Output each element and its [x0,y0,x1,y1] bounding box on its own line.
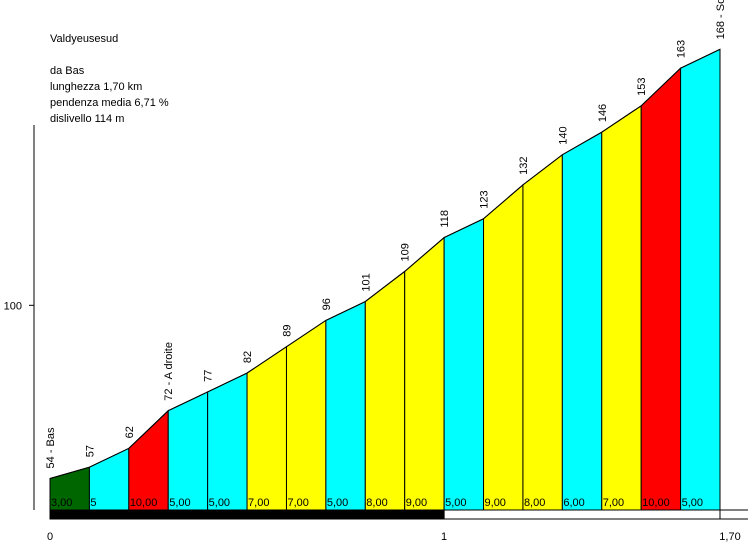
elevation-label: 57 [84,445,96,457]
elevation-label: 82 [242,351,254,363]
km-bar-black [49,509,445,520]
x-tick-label: 1,70 [719,531,740,543]
segment-gradient-label: 9,00 [485,497,506,509]
segment-gradient-label: 7,00 [603,497,624,509]
profile-segment [680,48,721,511]
profile-segment [404,236,445,511]
segment-gradient-label: 5,00 [169,497,190,509]
elevation-label: 54 - Bas [45,427,57,468]
segment-gradient-label: 5 [90,497,96,509]
x-tick-label: 1 [441,531,447,543]
elevation-label: 140 [557,126,569,144]
km-bar-white [443,509,721,520]
climb-avg-gradient: pendenza media 6,71 % [50,97,169,109]
segment-gradient-label: 5,00 [327,497,348,509]
x-tick-label: 0 [47,531,53,543]
segment-gradient-label: 6,00 [563,497,584,509]
profile-segment [128,409,169,511]
profile-segment [325,300,366,511]
climb-start: da Bas [50,65,85,77]
profile-segment [443,217,485,511]
segment-gradient-label: 10,00 [642,497,670,509]
segment-gradient-label: 8,00 [366,497,387,509]
elevation-label: 163 [676,40,688,58]
profile-segment [561,131,603,511]
profile-segment [640,67,682,511]
elevation-label: 123 [479,190,491,208]
elevation-label: 101 [360,273,372,291]
profile-segment [285,319,327,511]
elevation-label: 168 - Sommet [715,0,727,39]
segment-gradient-label: 5,00 [682,497,703,509]
elevation-label: 62 [124,426,136,438]
segment-gradient-label: 3,00 [51,497,72,509]
segment-gradient-label: 5,00 [445,497,466,509]
segment-gradient-label: 7,00 [287,497,308,509]
profile-outline [49,48,721,479]
segment-gradient-label: 10,00 [130,497,158,509]
elevation-label: 118 [439,210,451,228]
segment-gradient-label: 5,00 [209,497,230,509]
segment-gradient-label: 7,00 [248,497,269,509]
profile-segment [167,391,209,511]
segment-gradient-label: 9,00 [406,497,427,509]
profile-segment [364,270,406,511]
climb-info: Valdyeusesud da Bas lunghezza 1,70 km pe… [50,31,169,127]
profile-segment [246,345,287,511]
profile-segment [522,153,563,511]
profile-segment [601,104,642,511]
elevation-label: 146 [597,104,609,122]
climb-length: lunghezza 1,70 km [50,81,143,93]
elevation-label: 96 [321,298,333,310]
elevation-label: 132 [518,157,530,175]
climb-title: Valdyeusesud [50,33,119,45]
climb-elevation-gain: dislivello 114 m [50,113,125,125]
elevation-label: 89 [281,324,293,336]
elevation-label: 72 - A droite [163,342,175,401]
y-tick-label: 100 [4,300,22,312]
elevation-label: 77 [203,370,215,382]
profile-segment [483,183,524,511]
segment-gradient-label: 8,00 [524,497,545,509]
profile-segment [207,372,248,511]
elevation-label: 109 [400,243,412,261]
elevation-label: 153 [636,77,648,95]
